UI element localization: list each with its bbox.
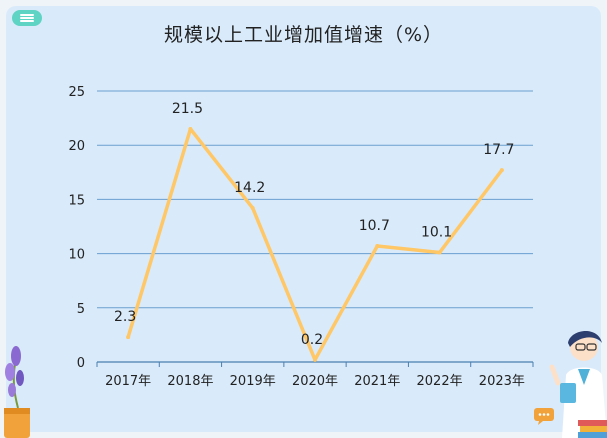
data-point: [437, 250, 442, 255]
chart-panel: [6, 6, 601, 432]
series-line: [126, 127, 504, 362]
data-point: [250, 206, 255, 211]
data-point: [313, 357, 317, 362]
x-tick-label: 2021年: [354, 374, 400, 389]
x-tick-label: 2017年: [105, 374, 151, 389]
x-tick-label: 2023年: [479, 374, 525, 389]
data-label: 10.1: [421, 225, 452, 241]
y-tick-label: 25: [68, 85, 85, 100]
data-point: [188, 126, 193, 131]
chart-title: 规模以上工业增加值增速（%）: [163, 24, 444, 46]
x-tick-label: 2020年: [292, 374, 338, 389]
data-label: 21.5: [172, 101, 203, 117]
data-label: 14.2: [234, 180, 265, 196]
data-point: [375, 244, 380, 249]
chat-bubble-icon: [534, 408, 554, 425]
data-label: 2.3: [114, 309, 136, 325]
data-point: [126, 335, 131, 340]
x-tick-label: 2019年: [230, 374, 276, 389]
data-label: 10.7: [359, 218, 390, 234]
lavender-plant-icon: [4, 346, 30, 438]
menu-icon[interactable]: [12, 10, 42, 26]
x-tick-label: 2022年: [417, 374, 463, 389]
data-label: 17.7: [483, 142, 514, 158]
x-tick-label: 2018年: [167, 374, 213, 389]
books-icon: [578, 420, 607, 438]
data-point: [499, 168, 504, 173]
y-tick-label: 0: [77, 356, 85, 371]
y-tick-label: 10: [68, 248, 85, 263]
y-tick-label: 15: [68, 193, 85, 208]
data-label: 0.2: [301, 332, 323, 348]
y-tick-label: 20: [68, 139, 85, 154]
y-tick-label: 5: [77, 302, 85, 317]
